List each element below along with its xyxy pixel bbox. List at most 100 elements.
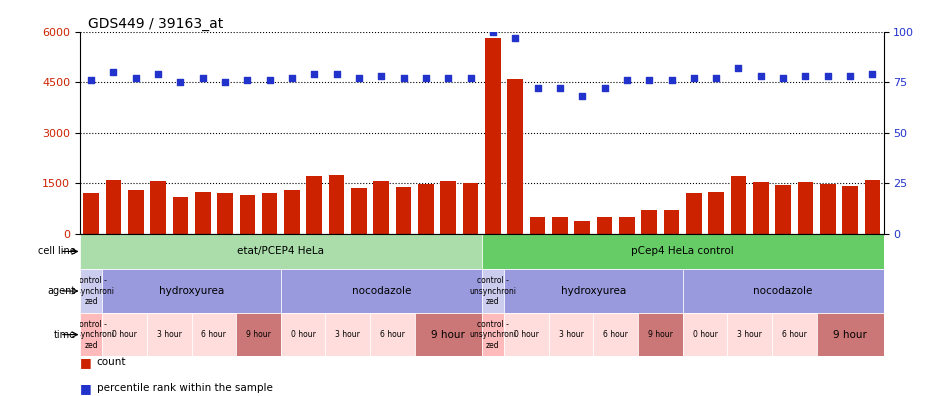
Text: 6 hour: 6 hour <box>201 330 227 339</box>
Bar <box>105 180 121 234</box>
Bar <box>195 192 211 234</box>
Bar <box>728 313 772 356</box>
Point <box>798 73 813 79</box>
Bar <box>373 181 389 234</box>
Point <box>553 85 568 91</box>
Point <box>306 71 321 77</box>
Bar <box>549 313 593 356</box>
Bar <box>147 313 192 356</box>
Point <box>508 34 523 41</box>
Bar <box>462 183 478 234</box>
Point <box>753 73 768 79</box>
Bar <box>530 217 545 234</box>
Point <box>240 77 255 83</box>
Text: 9 hour: 9 hour <box>833 329 867 340</box>
Text: 0 hour: 0 hour <box>112 330 137 339</box>
Text: 0 hour: 0 hour <box>514 330 539 339</box>
Bar <box>817 313 884 356</box>
Bar <box>504 269 682 313</box>
Text: control -
unsynchroni
zed: control - unsynchroni zed <box>469 276 516 306</box>
Text: 9 hour: 9 hour <box>431 329 465 340</box>
Point <box>196 75 211 81</box>
Point <box>530 85 545 91</box>
Bar <box>262 193 277 234</box>
Bar <box>128 190 144 234</box>
Bar <box>798 183 813 234</box>
Point <box>329 71 344 77</box>
Bar <box>217 193 233 234</box>
Bar <box>102 313 147 356</box>
Bar <box>664 210 680 234</box>
Point <box>262 77 277 83</box>
Point <box>128 75 143 81</box>
Point <box>441 75 456 81</box>
Bar <box>441 181 456 234</box>
Bar <box>306 176 322 234</box>
Bar <box>150 181 165 234</box>
Bar <box>865 181 880 234</box>
Text: 3 hour: 3 hour <box>737 330 762 339</box>
Bar <box>80 269 102 313</box>
Bar <box>504 313 549 356</box>
Bar <box>281 313 325 356</box>
Bar <box>574 221 590 234</box>
Bar <box>80 234 481 269</box>
Point <box>150 71 165 77</box>
Point <box>664 77 679 83</box>
Bar <box>102 269 281 313</box>
Bar <box>173 196 188 234</box>
Point <box>709 75 724 81</box>
Text: etat/PCEP4 HeLa: etat/PCEP4 HeLa <box>237 246 324 257</box>
Text: 3 hour: 3 hour <box>558 330 584 339</box>
Point <box>418 75 433 81</box>
Text: 3 hour: 3 hour <box>157 330 181 339</box>
Text: agent: agent <box>48 286 76 296</box>
Bar <box>772 313 817 356</box>
Text: hydroxyurea: hydroxyurea <box>561 286 626 296</box>
Text: count: count <box>97 357 126 367</box>
Point <box>731 65 746 71</box>
Bar <box>481 269 504 313</box>
Bar <box>552 217 568 234</box>
Text: 6 hour: 6 hour <box>380 330 405 339</box>
Text: nocodazole: nocodazole <box>352 286 411 296</box>
Text: 9 hour: 9 hour <box>648 330 673 339</box>
Text: control -
unsynchroni
zed: control - unsynchroni zed <box>469 320 516 350</box>
Bar <box>820 184 836 234</box>
Text: nocodazole: nocodazole <box>754 286 813 296</box>
Bar <box>619 217 634 234</box>
Point <box>642 77 657 83</box>
Bar <box>284 190 300 234</box>
Bar <box>352 188 367 234</box>
Text: ■: ■ <box>80 356 92 369</box>
Bar <box>593 313 638 356</box>
Bar <box>84 193 99 234</box>
Bar <box>508 79 523 234</box>
Bar <box>240 195 255 234</box>
Bar <box>236 313 281 356</box>
Point <box>84 77 99 83</box>
Point <box>776 75 791 81</box>
Point <box>686 75 701 81</box>
Text: 3 hour: 3 hour <box>336 330 360 339</box>
Point <box>842 73 857 79</box>
Point <box>463 75 478 81</box>
Point <box>597 85 612 91</box>
Bar <box>485 38 501 234</box>
Text: 6 hour: 6 hour <box>603 330 628 339</box>
Bar <box>370 313 415 356</box>
Text: control -
unsynchroni
zed: control - unsynchroni zed <box>68 320 115 350</box>
Text: 9 hour: 9 hour <box>246 330 271 339</box>
Bar <box>396 187 412 234</box>
Point <box>619 77 634 83</box>
Text: hydroxyurea: hydroxyurea <box>159 286 224 296</box>
Bar <box>329 175 344 234</box>
Bar <box>709 192 724 234</box>
Bar <box>682 313 728 356</box>
Point <box>821 73 836 79</box>
Bar <box>281 269 481 313</box>
Text: percentile rank within the sample: percentile rank within the sample <box>97 383 273 393</box>
Point <box>396 75 411 81</box>
Bar <box>418 184 433 234</box>
Bar <box>192 313 236 356</box>
